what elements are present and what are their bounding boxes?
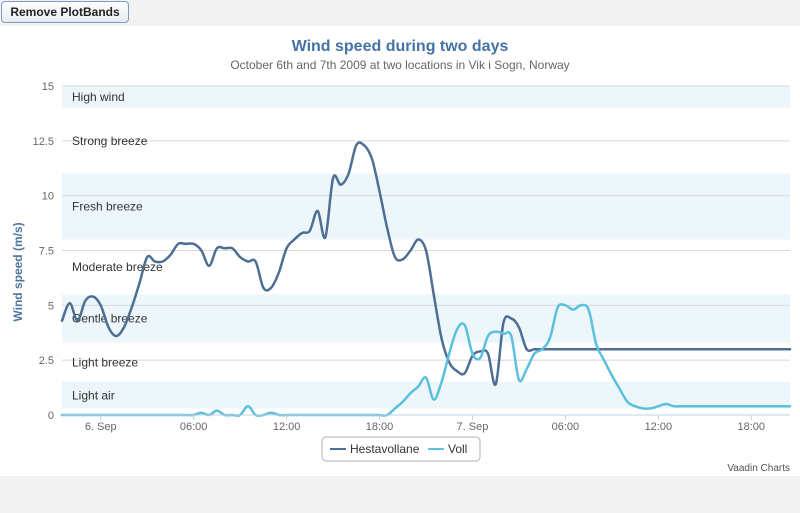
x-tick-label: 6. Sep [85,421,117,433]
remove-plotbands-button[interactable]: Remove PlotBands [1,1,129,23]
legend: Hestavollane Voll [321,436,481,462]
y-tick-label: 2.5 [39,355,54,367]
chart-title: Wind speed during two days [292,38,509,55]
y-tick-label: 15 [42,81,54,93]
legend-box [321,436,481,462]
x-tick-label: 12:00 [645,421,673,433]
legend-item-hestavollane[interactable]: Hestavollane [330,442,420,456]
x-tick-label: 18:00 [738,421,766,433]
plot-band-high-wind [62,86,790,108]
chart-container: Light air Light breeze Gentle breeze Modera… [0,26,800,476]
plot-band-label-strong-breeze: Strong breeze [72,134,148,148]
plot-band-label-gentle-breeze: Gentle breeze [72,311,148,325]
axes: 0 2.5 5 7.5 10 12.5 15 6. Sep 06:00 12:00 18:00 7. … [33,81,790,433]
wind-speed-chart: Light air Light breeze Gentle breeze Modera… [11,38,792,474]
plot-bands [62,86,790,409]
plot-band-label-high-wind: High wind [72,90,125,104]
y-tick-label: 0 [48,410,54,422]
toolbar: Remove PlotBands [0,0,800,26]
legend-item-voll[interactable]: Voll [428,442,467,456]
x-tick-label: 12:00 [273,421,301,433]
y-tick-label: 5 [48,300,54,312]
plot-band-labels: Light air Light breeze Gentle breeze Modera… [72,90,163,402]
y-tick-label: 7.5 [39,246,54,258]
plot-band-label-fresh-breeze: Fresh breeze [72,200,143,214]
x-tick-label: 18:00 [366,421,394,433]
y-tick-label: 10 [42,191,54,203]
plot-band-gentle-breeze [62,294,790,343]
plot-band-fresh-breeze [62,173,790,240]
plot-band-light-air [62,382,790,409]
x-tick-label: 06:00 [180,421,208,433]
credits[interactable]: Vaadin Charts [727,463,790,474]
plot-band-label-moderate-breeze: Moderate breeze [72,260,163,274]
x-tick-label: 7. Sep [457,421,489,433]
y-axis-title: Wind speed (m/s) [11,222,25,321]
plot-band-label-light-air: Light air [72,388,115,402]
legend-label: Voll [448,442,467,456]
chart-subtitle: October 6th and 7th 2009 at two location… [230,58,569,72]
series-line-hestavollane[interactable] [60,141,792,386]
y-tick-label: 12.5 [33,136,54,148]
legend-label: Hestavollane [350,442,420,456]
plot-band-label-light-breeze: Light breeze [72,355,138,369]
x-tick-label: 06:00 [552,421,580,433]
